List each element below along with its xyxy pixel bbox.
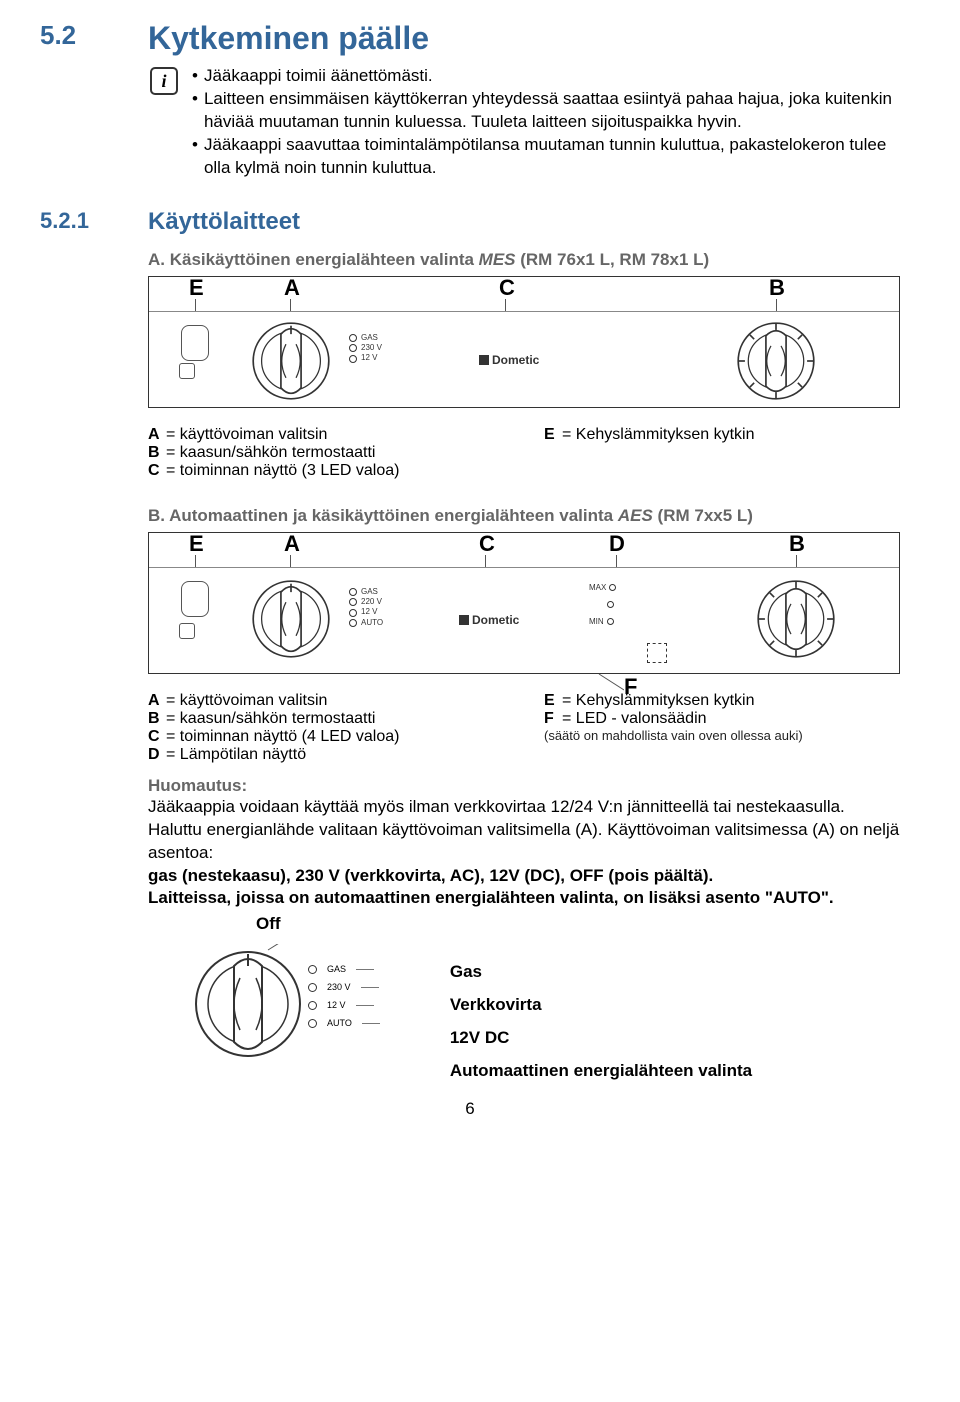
subsection-number: 5.2.1: [40, 208, 148, 234]
led-dimmer-marker: [647, 643, 667, 663]
frame-heat-switch-icon: [179, 623, 195, 639]
note-heading: Huomautus:: [148, 776, 900, 796]
mode-labels: GAS 230 V 12 V: [349, 333, 382, 364]
label-E: E: [189, 531, 204, 557]
thermostat-dial: [734, 319, 818, 403]
label-F: F: [624, 674, 637, 700]
panel-a-legend-left: A = käyttövoiman valitsin B = kaasun/säh…: [148, 426, 504, 480]
note-body: Jääkaappia voidaan käyttää myös ilman ve…: [148, 796, 900, 911]
panel-a-diagram: E A C B GAS: [148, 276, 900, 408]
panel-b-legend-left: A = käyttövoiman valitsin B = kaasun/säh…: [148, 692, 504, 764]
label-C: C: [499, 275, 515, 301]
label-E: E: [189, 275, 204, 301]
info-icon: i: [150, 67, 178, 95]
frame-heat-switch-icon: [179, 363, 195, 379]
bullet-text: Laitteen ensimmäisen käyttökerran yhteyd…: [204, 88, 900, 134]
temp-minmax: MAX MID MIN: [589, 583, 616, 626]
label-D: D: [609, 531, 625, 557]
page-number: 6: [40, 1099, 900, 1119]
label-A: A: [284, 275, 300, 301]
selector-positions-diagram: GAS 230 V 12 V AUTO Gas Verkkovirta 12V …: [188, 944, 900, 1081]
label-C: C: [479, 531, 495, 557]
frame-heat-switch: [181, 325, 209, 361]
brand-label: Dometic: [459, 613, 519, 627]
label-B: B: [789, 531, 805, 557]
panel-b-subnote: (säätö on mahdollista vain oven ollessa …: [544, 728, 900, 743]
selector-mode-indicators: GAS 230 V 12 V AUTO: [308, 964, 380, 1028]
panel-b-diagram: E A C D B: [148, 532, 900, 674]
section-number: 5.2: [40, 20, 140, 51]
label-A: A: [284, 531, 300, 557]
panel-b-heading: B. Automaattinen ja käsikäyttöinen energ…: [148, 506, 900, 526]
selector-off-label: Off: [256, 914, 900, 934]
frame-heat-switch: [181, 581, 209, 617]
thermostat-dial: [754, 577, 838, 661]
bullet-text: Jääkaappi saavuttaa toimintalämpötilansa…: [204, 134, 900, 180]
section-title: Kytkeminen päälle: [148, 20, 429, 57]
panel-b-legend-right: F E = Kehyslämmityksen kytkin F = LED - …: [544, 692, 900, 764]
selector-position-labels: Gas Verkkovirta 12V DC Automaattinen ene…: [450, 962, 752, 1081]
subsection-title: Käyttölaitteet: [148, 208, 300, 236]
mode-labels: GAS 220 V 12 V AUTO: [349, 587, 383, 629]
brand-label: Dometic: [479, 353, 539, 367]
label-B: B: [769, 275, 785, 301]
panel-a-heading: A. Käsikäyttöinen energialähteen valinta…: [148, 250, 900, 270]
power-selector-dial: [249, 319, 333, 403]
power-selector-dial: [249, 577, 333, 661]
bullet-text: Jääkaappi toimii äänettömästi.: [204, 65, 433, 88]
panel-a-legend-right: E = Kehyslämmityksen kytkin: [544, 426, 900, 480]
info-bullets: •Jääkaappi toimii äänettömästi. •Laittee…: [192, 65, 900, 180]
